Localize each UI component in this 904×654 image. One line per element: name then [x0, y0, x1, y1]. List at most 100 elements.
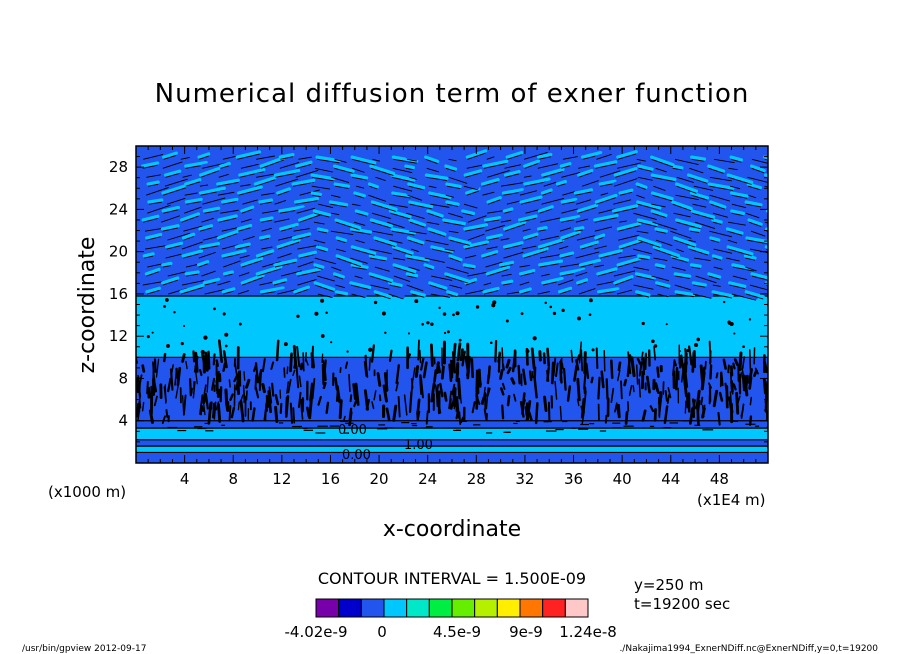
streak [744, 200, 763, 207]
streak [690, 209, 716, 219]
streak [166, 268, 188, 276]
colorbar-swatch [315, 598, 340, 618]
speck [452, 313, 455, 317]
blot [193, 355, 199, 373]
streak-edge [523, 151, 548, 160]
streak-edge [506, 291, 522, 295]
blot [517, 364, 521, 385]
streak [333, 281, 347, 288]
streak [538, 232, 561, 240]
streak [257, 276, 283, 285]
streak [743, 254, 757, 260]
blot [580, 405, 585, 416]
blot [605, 378, 609, 400]
speck [407, 332, 411, 335]
streak-edge [617, 260, 640, 268]
streak [273, 196, 288, 204]
blot [576, 377, 581, 402]
x-tick-label: 12 [272, 470, 291, 488]
streak-edge [676, 248, 684, 253]
streak-edge [392, 194, 411, 199]
streak [446, 155, 459, 161]
streak-edge [729, 185, 741, 190]
streak-edge [353, 221, 366, 226]
streak-edge [539, 254, 560, 259]
blot [666, 393, 671, 405]
blot [762, 377, 767, 395]
streak-edge [391, 230, 415, 236]
blot [590, 376, 594, 384]
streak-edge [709, 185, 733, 191]
streak [179, 153, 192, 159]
blot [224, 388, 229, 407]
streak-edge [222, 201, 238, 205]
streak-edge [166, 245, 182, 250]
streak-edge [162, 161, 183, 169]
streak [711, 218, 723, 224]
streak [350, 290, 367, 297]
streak [373, 290, 393, 299]
blot [236, 380, 241, 392]
streak-edge [726, 257, 740, 262]
streak-edge [485, 224, 506, 232]
streak-edge [594, 217, 618, 223]
streak [334, 245, 348, 252]
blot [243, 371, 246, 381]
streak-edge [520, 290, 531, 295]
blot [354, 382, 360, 406]
streak [370, 155, 382, 161]
streak-edge [445, 194, 455, 198]
streak [518, 278, 531, 285]
blot [325, 401, 330, 415]
streak [671, 200, 693, 211]
streak-edge [409, 230, 427, 235]
speck [442, 312, 447, 316]
colorbar-label: -4.02e-9 [285, 623, 348, 641]
streak [573, 248, 601, 258]
streak [373, 173, 388, 180]
streak [160, 224, 180, 231]
streak [560, 230, 581, 240]
streak [197, 260, 210, 267]
streak-edge [431, 275, 453, 281]
streak-edge [218, 233, 238, 241]
streak-edge [426, 176, 448, 182]
streak [203, 285, 227, 294]
streak-edge [746, 203, 762, 208]
streak [184, 177, 202, 186]
blot [461, 350, 466, 367]
blot [630, 356, 636, 378]
streak [523, 159, 541, 168]
speck [346, 350, 349, 353]
streak-edge [652, 194, 673, 202]
streak-edge [425, 239, 449, 246]
streak [521, 225, 533, 231]
streak [350, 173, 369, 180]
x-tick-label: 8 [228, 470, 238, 488]
blot [667, 387, 672, 399]
streak-edge [334, 167, 354, 174]
streak [295, 241, 321, 249]
blot [222, 350, 228, 369]
streak-edge [745, 212, 760, 219]
blot [233, 374, 238, 383]
blot [215, 401, 220, 411]
speck [283, 342, 288, 347]
blot [181, 395, 185, 414]
streak [538, 259, 564, 267]
streak [599, 189, 610, 195]
streak-edge [731, 293, 757, 301]
streak-edge [596, 197, 617, 205]
streak-edge [638, 221, 657, 228]
streak [671, 164, 684, 170]
blot [215, 359, 219, 367]
streak-edge [444, 248, 455, 252]
streak-edge [594, 226, 612, 232]
streak-edge [370, 284, 390, 290]
speck [213, 307, 216, 311]
streak-edge [633, 284, 654, 290]
streak-edge [330, 203, 347, 208]
streak-edge [237, 290, 249, 295]
streak-edge [748, 194, 757, 199]
streak [334, 218, 362, 230]
